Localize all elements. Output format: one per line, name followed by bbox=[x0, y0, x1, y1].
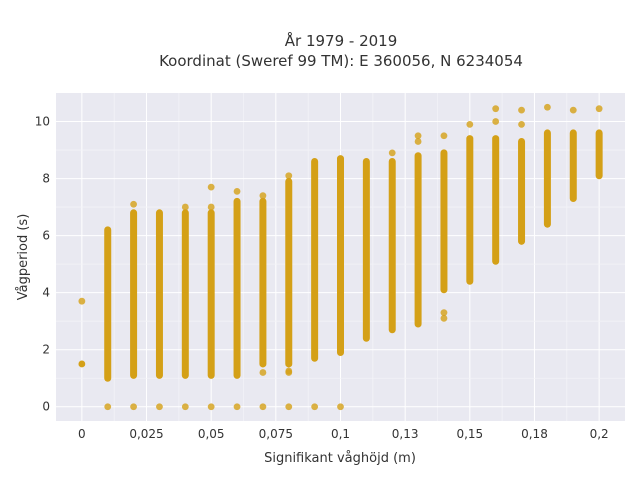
data-point bbox=[259, 369, 267, 376]
data-point bbox=[492, 105, 500, 113]
x-tick-label: 0,18 bbox=[521, 427, 548, 441]
data-point bbox=[156, 403, 163, 411]
x-tick-label: 0,05 bbox=[198, 427, 225, 441]
data-point bbox=[440, 314, 448, 322]
data-point bbox=[78, 360, 86, 368]
data-point bbox=[518, 120, 525, 128]
y-tick-label: 8 bbox=[42, 172, 50, 186]
data-point bbox=[233, 403, 241, 411]
x-axis-ticks: 0 0,025 0,05 0,075 0,1 0,13 0,15 0,18 0,2 bbox=[78, 427, 609, 441]
x-tick-label: 0 bbox=[78, 427, 86, 441]
x-tick-label: 0,2 bbox=[590, 427, 609, 441]
x-tick-label: 0,13 bbox=[392, 427, 419, 441]
data-point bbox=[440, 132, 448, 140]
data-point bbox=[466, 120, 474, 128]
data-point bbox=[518, 106, 525, 114]
data-point bbox=[259, 192, 267, 200]
data-point bbox=[285, 172, 293, 180]
data-point bbox=[78, 297, 86, 305]
y-tick-label: 4 bbox=[42, 286, 50, 300]
data-point bbox=[285, 367, 293, 375]
chart-title-line1: År 1979 - 2019 bbox=[285, 31, 398, 50]
data-point bbox=[544, 103, 551, 111]
data-point bbox=[207, 203, 215, 211]
y-tick-label: 6 bbox=[42, 229, 50, 243]
data-point bbox=[181, 203, 189, 211]
y-axis-ticks: 0 2 4 6 8 10 bbox=[35, 115, 50, 414]
x-axis-label: Signifikant våghöjd (m) bbox=[264, 451, 416, 466]
data-point bbox=[388, 149, 396, 157]
data-point bbox=[337, 403, 344, 411]
data-points bbox=[78, 103, 603, 411]
data-point bbox=[414, 132, 422, 140]
x-tick-label: 0,1 bbox=[331, 427, 350, 441]
data-point bbox=[569, 106, 577, 114]
chart-title-line2: Koordinat (Sweref 99 TM): E 360056, N 62… bbox=[159, 52, 523, 70]
data-point bbox=[595, 105, 603, 113]
data-point bbox=[130, 403, 137, 411]
y-tick-label: 0 bbox=[42, 400, 50, 414]
y-axis-label: Vågperiod (s) bbox=[16, 214, 31, 301]
y-tick-label: 2 bbox=[42, 343, 50, 357]
data-point bbox=[285, 403, 293, 411]
data-point bbox=[207, 403, 215, 411]
data-point bbox=[207, 183, 215, 191]
data-point bbox=[104, 403, 112, 411]
data-point bbox=[181, 403, 189, 411]
data-point bbox=[259, 403, 267, 411]
data-point bbox=[440, 309, 448, 317]
data-point bbox=[311, 403, 319, 411]
x-tick-label: 0,15 bbox=[456, 427, 483, 441]
data-point bbox=[130, 200, 137, 208]
data-point bbox=[414, 138, 422, 145]
y-tick-label: 10 bbox=[35, 115, 50, 129]
data-point bbox=[492, 118, 500, 125]
x-tick-label: 0,025 bbox=[129, 427, 163, 441]
data-point bbox=[233, 188, 241, 195]
x-tick-label: 0,075 bbox=[259, 427, 293, 441]
